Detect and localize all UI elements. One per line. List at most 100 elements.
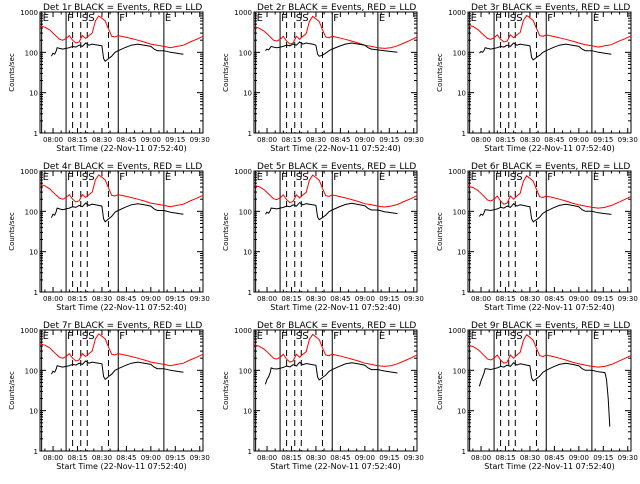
y-tick-label: 100 bbox=[239, 208, 252, 216]
y-tick-label: 1 bbox=[34, 289, 38, 297]
x-tick-label: 08:30 bbox=[92, 136, 112, 144]
series-lld bbox=[254, 174, 417, 208]
x-axis-label: Start Time (22-Nov-11 07:52:40) bbox=[270, 303, 400, 312]
marker-label: F bbox=[119, 331, 125, 342]
panel-title: Det 1r BLACK = Events, RED = LLD bbox=[43, 3, 202, 13]
panel-3: Det 3r BLACK = Events, RED = LLD 1 10 100 10… bbox=[436, 3, 638, 153]
y-tick-label: 1000 bbox=[448, 327, 466, 335]
panel-title: Det 5r BLACK = Events, RED = LLD bbox=[257, 162, 416, 172]
panel-title: Det 9r BLACK = Events, RED = LLD bbox=[471, 321, 630, 331]
x-tick-label: 09:30 bbox=[618, 454, 638, 462]
y-tick-label: 10 bbox=[243, 408, 252, 416]
x-tick-label: 08:45 bbox=[116, 295, 136, 303]
panel-8: Det 8r BLACK = Events, RED = LLD 1 10 100 10… bbox=[222, 321, 424, 471]
marker-label: S bbox=[82, 13, 88, 24]
marker-label: F bbox=[281, 331, 287, 342]
x-tick-label: 09:15 bbox=[165, 295, 185, 303]
panel-title: Det 3r BLACK = Events, RED = LLD bbox=[471, 3, 630, 13]
x-tick-label: 08:00 bbox=[257, 454, 277, 462]
x-axis-label: Start Time (22-Nov-11 07:52:40) bbox=[56, 144, 186, 153]
marker-label: S bbox=[296, 172, 302, 183]
x-tick-label: 09:00 bbox=[141, 136, 161, 144]
marker-label: S bbox=[88, 331, 94, 342]
marker-label: F bbox=[67, 331, 73, 342]
y-tick-labels: 1 10 100 1000 bbox=[234, 327, 252, 456]
y-tick-label: 100 bbox=[25, 208, 38, 216]
marker-label: F bbox=[547, 172, 553, 183]
marker-label: E bbox=[379, 331, 385, 342]
x-tick-label: 09:30 bbox=[190, 454, 210, 462]
panel-5: Det 5r BLACK = Events, RED = LLD 1 10 100 10… bbox=[222, 162, 424, 312]
x-tick-label: 08:15 bbox=[495, 295, 515, 303]
y-tick-label: 1 bbox=[34, 130, 38, 138]
x-tick-labels: 08:00 08:15 08:30 08:45 09:00 09:15 09:30 bbox=[43, 295, 210, 303]
marker-label: F bbox=[333, 331, 339, 342]
marker-label: S bbox=[302, 13, 308, 24]
marker-label: S bbox=[296, 331, 302, 342]
y-axis-label: Counts/sec bbox=[436, 53, 444, 92]
marker-label: E bbox=[471, 13, 477, 24]
y-axis-label: Counts/sec bbox=[8, 53, 16, 92]
marker-label: E bbox=[593, 331, 599, 342]
x-tick-label: 09:00 bbox=[569, 454, 589, 462]
x-tick-label: 08:15 bbox=[67, 295, 87, 303]
marker-label: E bbox=[257, 331, 263, 342]
marker-label: E bbox=[43, 331, 49, 342]
y-tick-labels: 1 10 100 1000 bbox=[234, 9, 252, 138]
marker-label: E bbox=[165, 172, 171, 183]
y-tick-label: 10 bbox=[29, 249, 38, 257]
marker-label: F bbox=[333, 172, 339, 183]
marker-label: F bbox=[119, 172, 125, 183]
plot-frame bbox=[467, 170, 632, 293]
marker-label: S bbox=[88, 13, 94, 24]
marker-label: S bbox=[88, 172, 94, 183]
y-axis-label: Counts/sec bbox=[8, 212, 16, 251]
x-tick-label: 08:30 bbox=[520, 295, 540, 303]
plot-frame bbox=[39, 170, 204, 293]
x-tick-label: 09:15 bbox=[379, 136, 399, 144]
x-tick-labels: 08:00 08:15 08:30 08:45 09:00 09:15 09:30 bbox=[471, 136, 638, 144]
series-events bbox=[264, 361, 398, 385]
y-tick-labels: 1 10 100 1000 bbox=[448, 168, 466, 297]
x-tick-label: 09:30 bbox=[618, 136, 638, 144]
x-tick-labels: 08:00 08:15 08:30 08:45 09:00 09:15 09:30 bbox=[471, 295, 638, 303]
x-tick-label: 08:00 bbox=[471, 295, 491, 303]
x-tick-label: 08:00 bbox=[471, 454, 491, 462]
marker-label: F bbox=[281, 13, 287, 24]
series-events bbox=[50, 42, 184, 63]
panel-title: Det 8r BLACK = Events, RED = LLD bbox=[257, 321, 416, 331]
marker-label: F bbox=[67, 13, 73, 24]
x-tick-label: 08:45 bbox=[544, 136, 564, 144]
plot-frame bbox=[467, 11, 632, 134]
x-tick-label: 08:00 bbox=[43, 295, 63, 303]
y-axis-label: Counts/sec bbox=[8, 371, 16, 410]
x-tick-label: 09:15 bbox=[165, 454, 185, 462]
y-tick-label: 1000 bbox=[20, 9, 38, 17]
x-tick-label: 08:00 bbox=[257, 136, 277, 144]
y-tick-label: 1000 bbox=[448, 168, 466, 176]
y-tick-label: 1 bbox=[462, 448, 466, 456]
marker-label: S bbox=[296, 13, 302, 24]
x-tick-label: 09:30 bbox=[190, 136, 210, 144]
x-tick-label: 09:00 bbox=[355, 136, 375, 144]
x-tick-label: 08:45 bbox=[116, 454, 136, 462]
x-tick-label: 08:15 bbox=[281, 136, 301, 144]
x-tick-label: 09:15 bbox=[379, 454, 399, 462]
marker-label: E bbox=[471, 172, 477, 183]
series-events bbox=[265, 201, 398, 221]
x-tick-label: 08:45 bbox=[116, 136, 136, 144]
marker-label: F bbox=[495, 331, 501, 342]
panel-title: Det 7r BLACK = Events, RED = LLD bbox=[43, 321, 202, 331]
marker-label: E bbox=[257, 172, 263, 183]
y-tick-label: 1 bbox=[462, 289, 466, 297]
plot-frame bbox=[253, 170, 418, 293]
y-axis-label: Counts/sec bbox=[222, 212, 230, 251]
y-tick-labels: 1 10 100 1000 bbox=[20, 327, 38, 456]
series-lld bbox=[468, 175, 631, 209]
y-tick-label: 100 bbox=[453, 49, 466, 57]
x-tick-label: 08:00 bbox=[43, 136, 63, 144]
y-tick-labels: 1 10 100 1000 bbox=[20, 168, 38, 297]
x-tick-label: 08:45 bbox=[544, 295, 564, 303]
y-tick-label: 10 bbox=[457, 249, 466, 257]
